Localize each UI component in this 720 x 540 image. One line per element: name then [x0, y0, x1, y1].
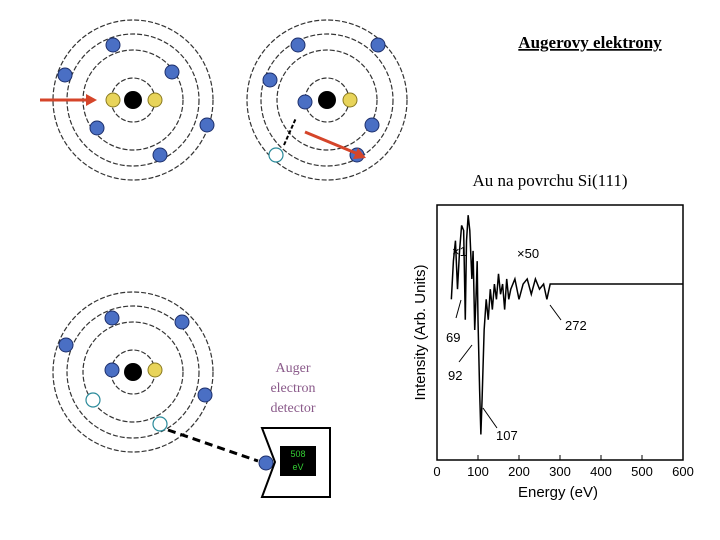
plot-frame — [436, 204, 684, 461]
atom-1 — [40, 19, 215, 181]
y-axis-label: Intensity (Arb. Units) — [412, 265, 429, 401]
slide-title: Augerovy elektrony — [518, 33, 662, 52]
atom-2 — [246, 19, 408, 181]
annotation-leader — [455, 299, 462, 319]
annotation: 272 — [565, 318, 587, 333]
annotation-leader — [482, 407, 498, 429]
annotation: ×50 — [517, 246, 539, 261]
x-tick-label: 400 — [590, 464, 612, 479]
annotation: 92 — [448, 368, 462, 383]
chart: 0 100 200 300 400 500 600 Energy (eV) Intensity … — [412, 204, 694, 501]
x-axis-label: Energy (eV) — [518, 484, 598, 501]
detector-label: Auger — [276, 361, 311, 376]
atom-3: 508 eV — [52, 291, 331, 498]
spectrum-line — [450, 215, 683, 435]
x-tick-label: 100 — [467, 464, 489, 479]
x-tick-label: 500 — [631, 464, 653, 479]
detector-label: electron — [270, 381, 315, 396]
annotation: ×1 — [452, 244, 467, 259]
x-tick-label: 200 — [508, 464, 530, 479]
slide-subtitle: Au na povrchu Si(111) — [472, 171, 627, 190]
x-tick-label: 0 — [433, 464, 440, 479]
annotation-leader — [549, 304, 562, 321]
x-tick-label: 300 — [549, 464, 571, 479]
annotation: 69 — [446, 330, 460, 345]
detector-unit: eV — [292, 462, 303, 472]
annotation: 107 — [496, 428, 518, 443]
annotation-leader — [458, 344, 473, 363]
x-tick-label: 600 — [672, 464, 694, 479]
detector-label: detector — [270, 401, 315, 416]
detector-value: 508 — [290, 449, 305, 459]
